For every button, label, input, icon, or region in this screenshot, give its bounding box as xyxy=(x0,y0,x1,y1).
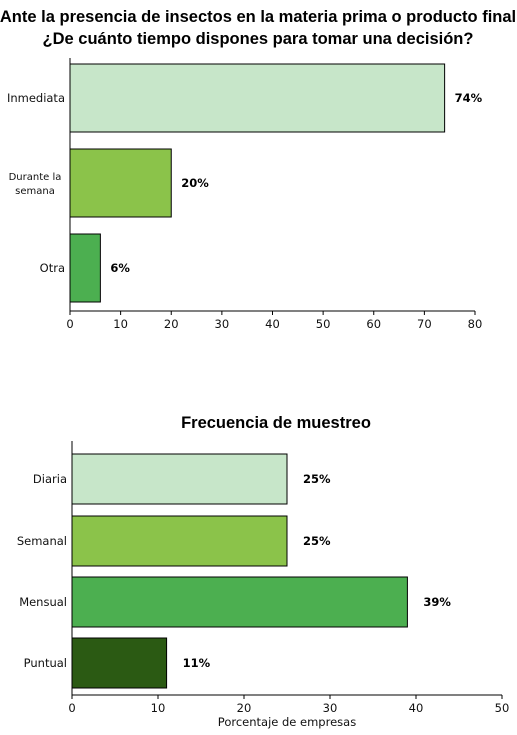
bar xyxy=(69,233,101,303)
x-axis-label: Porcentaje de empresas xyxy=(218,715,356,729)
bar xyxy=(71,637,168,689)
category-label: Diaria xyxy=(33,472,67,486)
value-label: 6% xyxy=(110,261,130,275)
value-label: 25% xyxy=(303,534,331,548)
value-label: 74% xyxy=(455,91,483,105)
bar xyxy=(69,63,446,133)
x-tick-label: 70 xyxy=(417,317,432,331)
x-tick-label: 10 xyxy=(113,317,128,331)
bar xyxy=(71,576,408,628)
bar xyxy=(69,148,172,218)
chart-1: Ante la presencia de insectos en la mate… xyxy=(0,8,516,331)
x-tick-label: 10 xyxy=(151,701,166,715)
x-tick-label: 20 xyxy=(237,701,252,715)
x-tick-label: 60 xyxy=(366,317,381,331)
x-tick-label: 30 xyxy=(323,701,338,715)
chart-2: Frecuencia de muestreo Diaria 25% Semanal 25… xyxy=(17,414,509,729)
x-tick-label: 50 xyxy=(495,701,510,715)
x-tick-label: 40 xyxy=(409,701,424,715)
x-tick-label: 0 xyxy=(66,317,73,331)
x-tick-label: 50 xyxy=(316,317,331,331)
category-label: Mensual xyxy=(19,595,67,609)
category-label: Puntual xyxy=(24,656,67,670)
category-label: Durante la xyxy=(9,172,62,183)
x-tick-label: 0 xyxy=(68,701,75,715)
category-label: semana xyxy=(15,186,55,197)
chart-title: ¿De cuánto tiempo dispones para tomar un… xyxy=(43,30,474,48)
x-tick-label: 80 xyxy=(468,317,483,331)
value-label: 20% xyxy=(181,176,209,190)
category-label: Semanal xyxy=(17,534,67,548)
x-tick-label: 30 xyxy=(215,317,230,331)
value-label: 39% xyxy=(423,595,451,609)
x-tick-label: 20 xyxy=(164,317,179,331)
bar xyxy=(71,515,288,567)
chart-title: Frecuencia de muestreo xyxy=(181,414,371,432)
value-label: 11% xyxy=(183,656,211,670)
bar xyxy=(71,453,288,505)
chart-title: Ante la presencia de insectos en la mate… xyxy=(0,8,516,26)
category-label: Otra xyxy=(40,261,65,275)
x-tick-label: 40 xyxy=(265,317,280,331)
value-label: 25% xyxy=(303,472,331,486)
category-label: Inmediata xyxy=(7,91,65,105)
